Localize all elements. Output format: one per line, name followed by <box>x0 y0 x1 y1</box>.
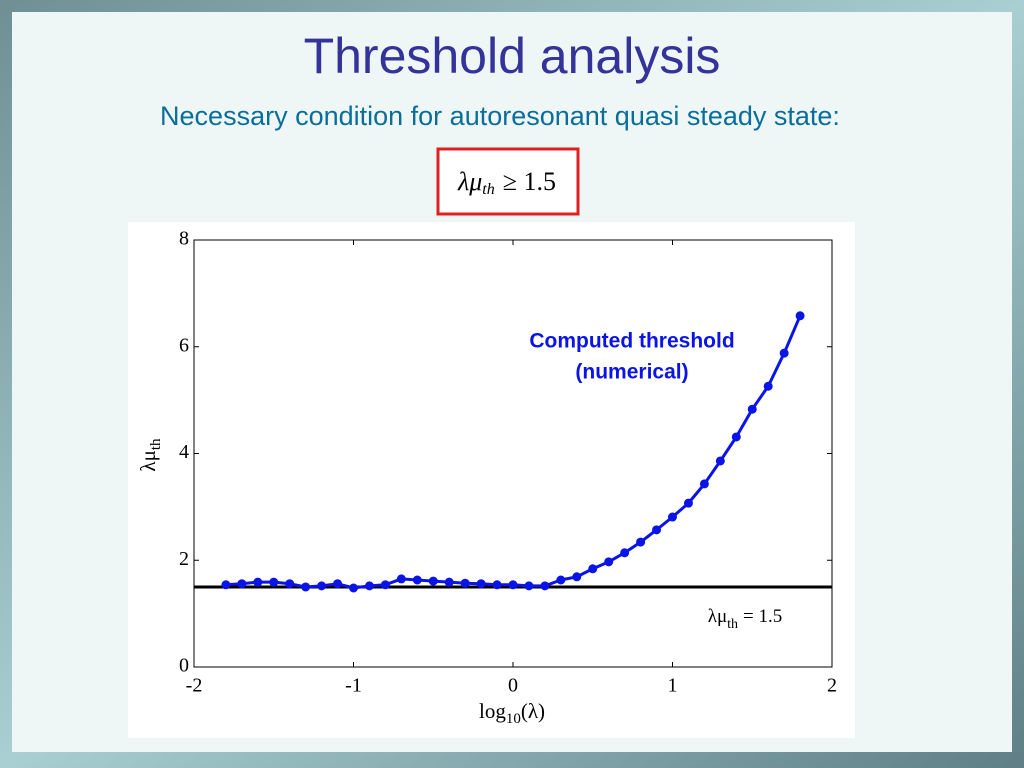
y-label-base: λμ <box>136 450 160 471</box>
data-point <box>524 581 534 591</box>
data-point <box>444 577 454 587</box>
data-point <box>412 575 422 585</box>
data-point <box>269 577 279 587</box>
y-axis-label: λμth <box>136 438 165 472</box>
x-tick-label: 1 <box>668 675 678 697</box>
x-axis-label: log10(λ) <box>479 699 545 728</box>
y-tick-label: 2 <box>179 548 189 570</box>
x-label-rest: (λ) <box>521 699 545 723</box>
data-point <box>508 580 518 590</box>
reference-label-sub: th <box>727 617 738 632</box>
reference-label-rest: = 1.5 <box>743 606 782 627</box>
data-point <box>636 537 646 547</box>
data-point <box>588 564 598 574</box>
data-point <box>221 580 231 590</box>
data-point <box>699 479 709 489</box>
data-point <box>731 432 741 442</box>
annotation: Computed threshold <box>529 330 734 353</box>
data-point <box>380 580 390 590</box>
data-point <box>301 582 311 592</box>
reference-label-base: λμ <box>708 606 727 627</box>
data-point <box>763 381 773 391</box>
reference-label: λμth = 1.5 <box>708 606 783 632</box>
data-point <box>285 579 295 589</box>
data-point <box>396 574 406 584</box>
x-label-sub: 10 <box>506 711 521 727</box>
annotation: (numerical) <box>575 361 688 384</box>
formula: λμth ≥ 1.5 <box>457 167 556 198</box>
data-point <box>715 456 725 466</box>
x-tick-label: 2 <box>827 675 837 697</box>
y-tick-label: 6 <box>179 334 189 356</box>
data-point <box>333 579 343 589</box>
chart-panel <box>128 222 855 738</box>
data-point <box>668 512 677 522</box>
x-label-base: log <box>479 699 506 723</box>
data-point <box>428 576 438 586</box>
x-tick-label: -1 <box>345 675 362 697</box>
data-point <box>779 348 789 358</box>
y-tick-label: 8 <box>179 228 189 250</box>
data-point <box>540 581 550 591</box>
data-point <box>652 525 662 535</box>
slide-title: Threshold analysis <box>304 28 721 84</box>
y-tick-label: 4 <box>179 441 189 463</box>
y-tick-label: 0 <box>179 655 189 677</box>
formula-sub: th <box>482 181 494 198</box>
data-point <box>795 311 805 321</box>
data-point <box>492 580 502 590</box>
data-point <box>460 578 470 588</box>
data-point <box>237 579 247 589</box>
data-point <box>747 404 757 414</box>
data-point <box>476 579 486 589</box>
data-point <box>572 572 582 582</box>
data-point <box>349 583 358 593</box>
data-point <box>620 548 630 558</box>
data-point <box>683 498 693 508</box>
x-tick-label: -2 <box>186 675 203 697</box>
formula-lhs: λμ <box>457 167 482 196</box>
y-label-sub: th <box>148 438 164 450</box>
data-point <box>364 581 374 591</box>
formula-rhs: ≥ 1.5 <box>503 167 556 196</box>
data-point <box>253 577 263 587</box>
x-tick-label: 0 <box>508 675 518 697</box>
slide-subtitle: Necessary condition for autoresonant qua… <box>160 101 840 131</box>
data-point <box>317 581 327 591</box>
formula-box <box>436 147 580 216</box>
data-point <box>604 557 614 567</box>
data-point <box>556 575 566 585</box>
